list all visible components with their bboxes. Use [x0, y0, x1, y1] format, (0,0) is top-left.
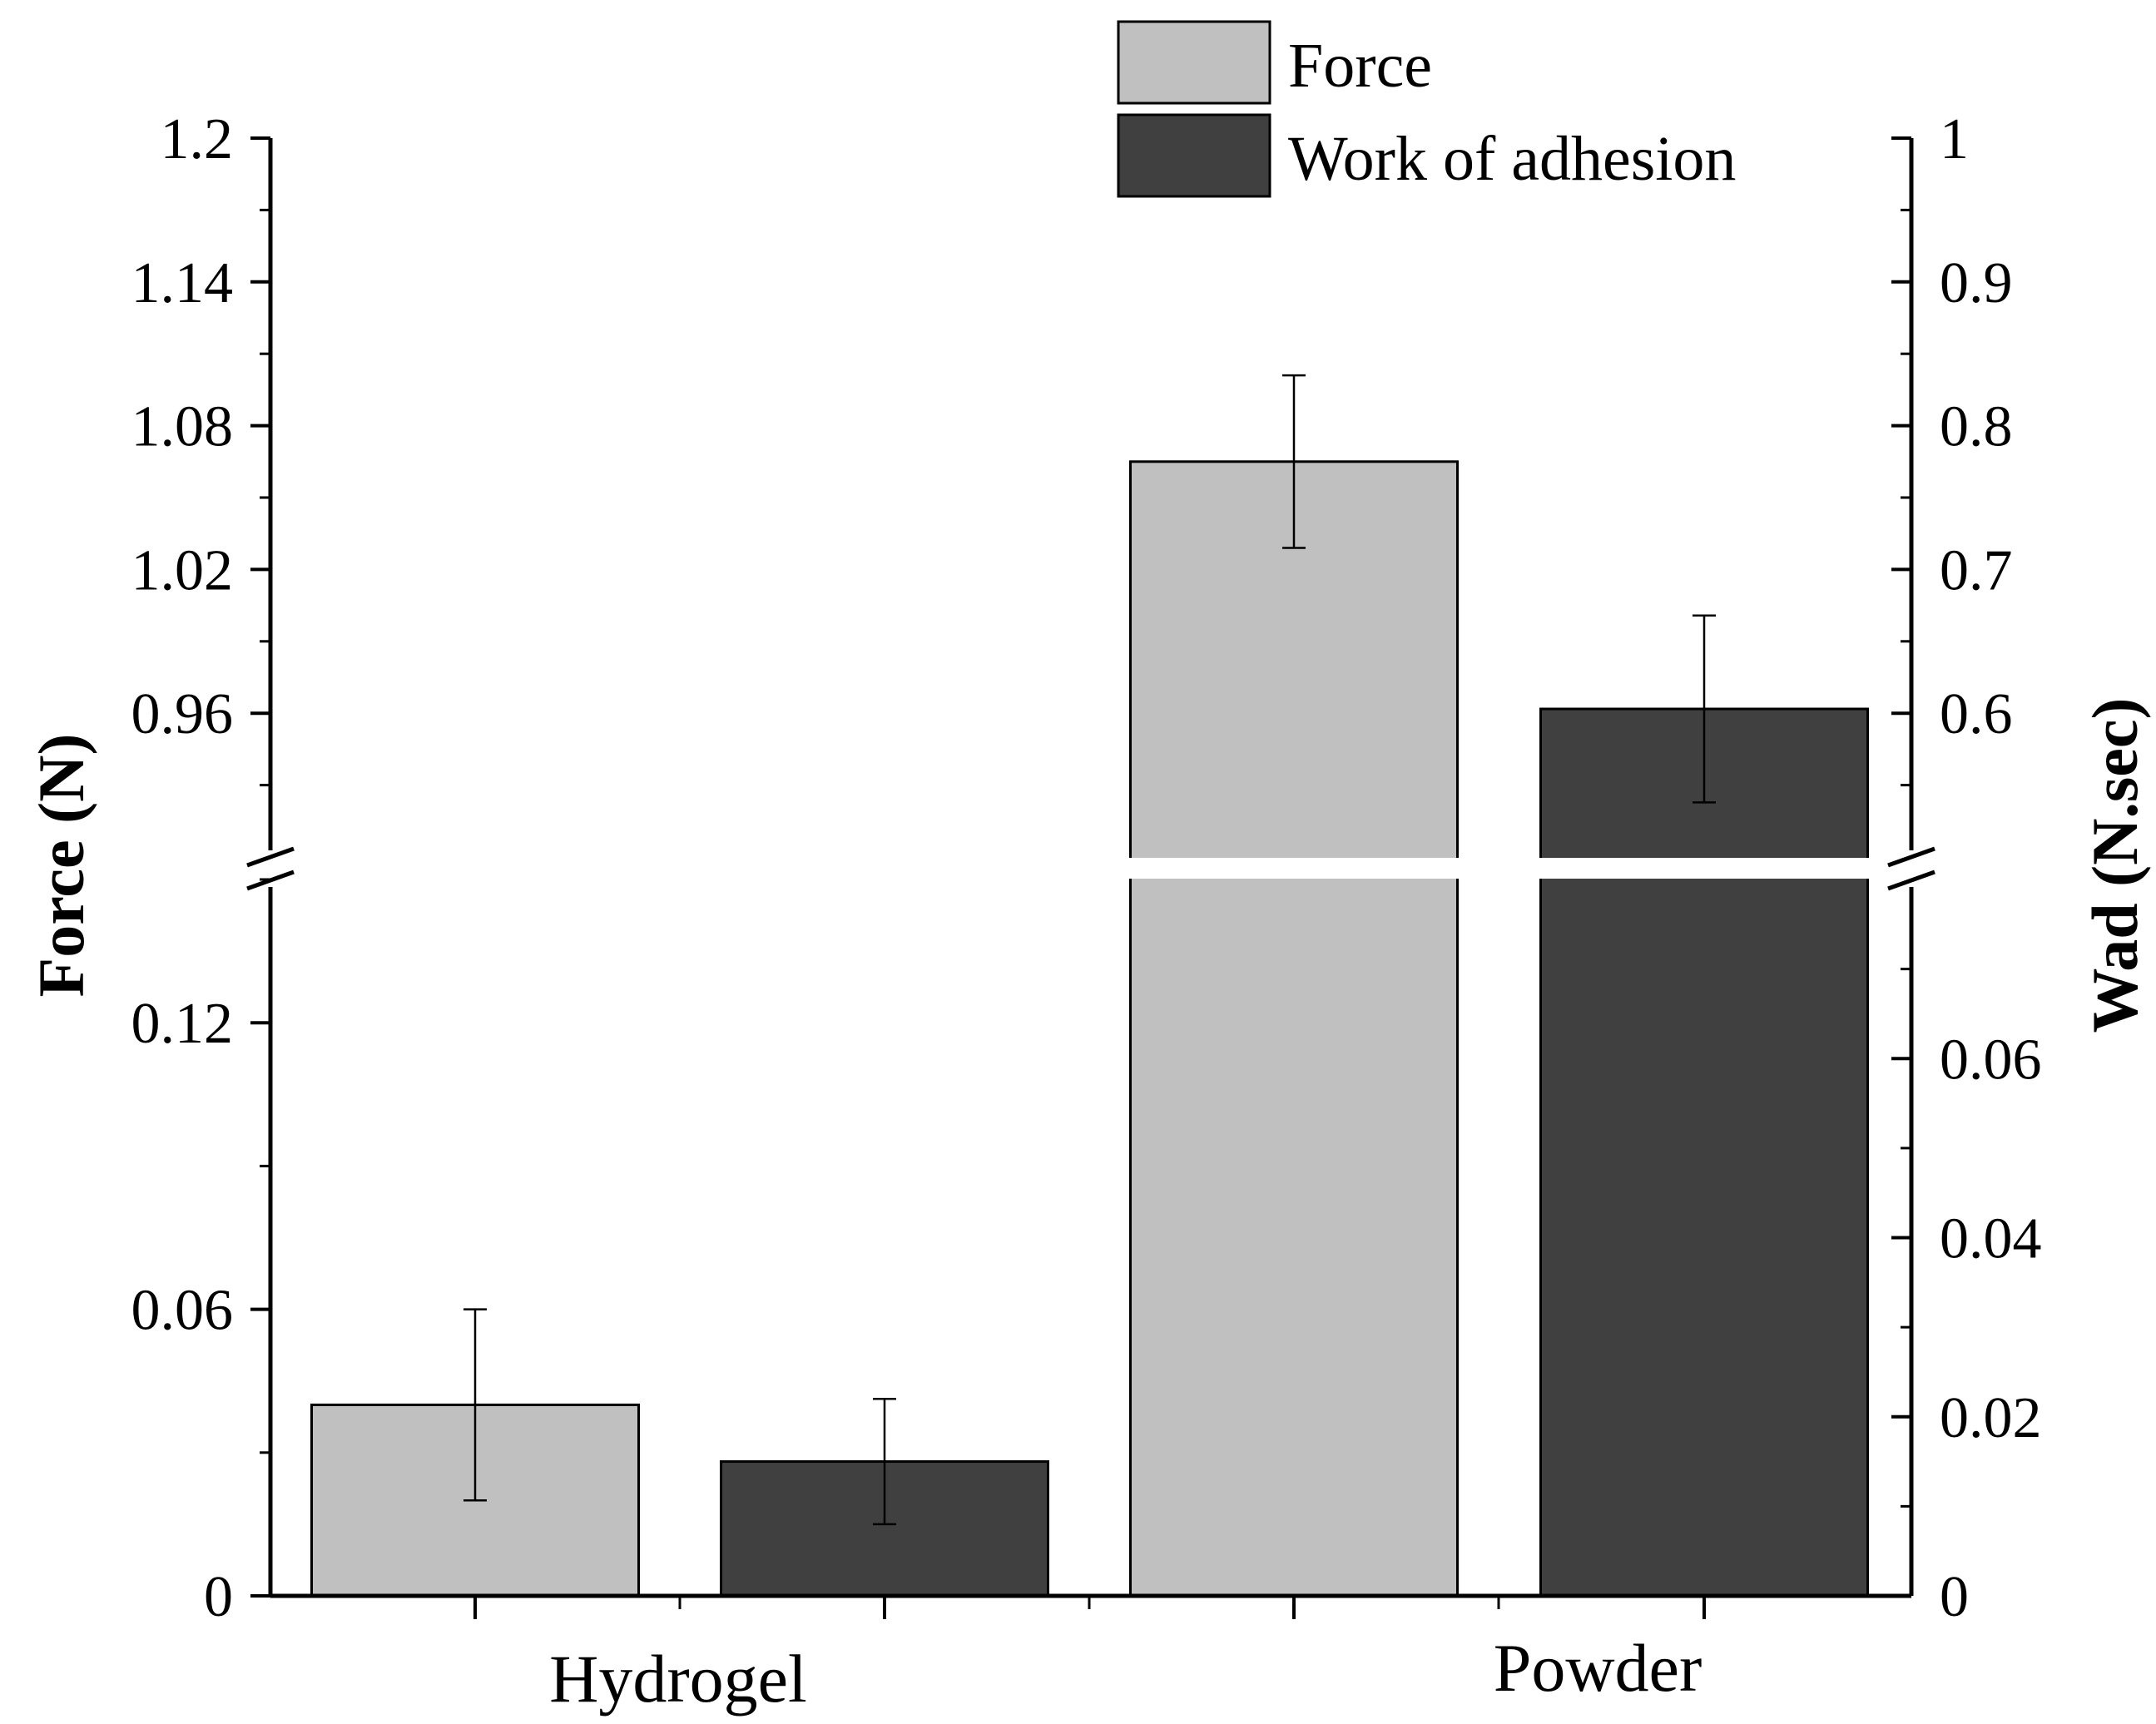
- bars-layer: [310, 460, 1869, 1598]
- left-axis-tick-label: 0.06: [131, 1279, 234, 1343]
- tick-labels-layer: 0.96 1.02 1.08 1.14 1.2 0 0.06 0.12 0.6 0.7 0.8 0.9…: [131, 107, 2042, 1629]
- axes-layer: [246, 136, 1935, 1619]
- bar-force-powder: [1129, 460, 1459, 1598]
- left-axis-tick-label: 1.02: [131, 538, 234, 602]
- right-axis-tick-label: 0: [1940, 1565, 1969, 1629]
- left-axis-tick-label: 1.14: [131, 251, 234, 315]
- right-axis-tick-label: 0.02: [1940, 1386, 2042, 1450]
- right-axis-break-mark-top: [1887, 846, 1935, 868]
- right-axis-tick-label: 1: [1940, 107, 1969, 171]
- left-axis-tick-label: 0.12: [131, 992, 234, 1056]
- error-bars-layer: [463, 374, 1716, 1526]
- right-axis-tick-label: 0.06: [1940, 1028, 2042, 1092]
- left-axis-tick-label: 0.96: [131, 682, 234, 746]
- category-label-powder: Powder: [1494, 1630, 1702, 1706]
- right-axis-tick-label: 0.9: [1940, 251, 2013, 315]
- left-axis-tick-label: 1.2: [161, 107, 234, 171]
- right-axis-tick-label: 0.6: [1940, 682, 2013, 746]
- right-axis-title: Wad (N.sec): [2079, 698, 2151, 1033]
- legend-label-work-of-adhesion: Work of adhesion: [1288, 124, 1736, 194]
- legend-label-force: Force: [1288, 31, 1432, 101]
- left-axis-break-mark-top: [246, 846, 295, 868]
- right-axis-tick-label: 0.8: [1940, 395, 2013, 459]
- right-axis-break-mark-bottom: [1887, 869, 1935, 891]
- legend: Force Work of adhesion: [1117, 20, 1736, 198]
- left-axis-title: Force (N): [25, 734, 97, 998]
- left-axis-tick-label: 1.08: [131, 395, 234, 459]
- right-axis-tick-label: 0.04: [1940, 1207, 2042, 1271]
- axis-break-gap-layer: [0, 858, 2156, 879]
- category-label-hydrogel: Hydrogel: [549, 1641, 807, 1717]
- right-axis-tick-label: 0.7: [1940, 538, 2013, 602]
- axis-break-gap: [0, 858, 2156, 879]
- bar-work-of-adhesion-powder: [1539, 707, 1869, 1598]
- legend-swatch-force: [1117, 20, 1271, 105]
- legend-swatch-work-of-adhesion: [1117, 113, 1271, 198]
- left-axis-tick-label: 0: [204, 1565, 233, 1629]
